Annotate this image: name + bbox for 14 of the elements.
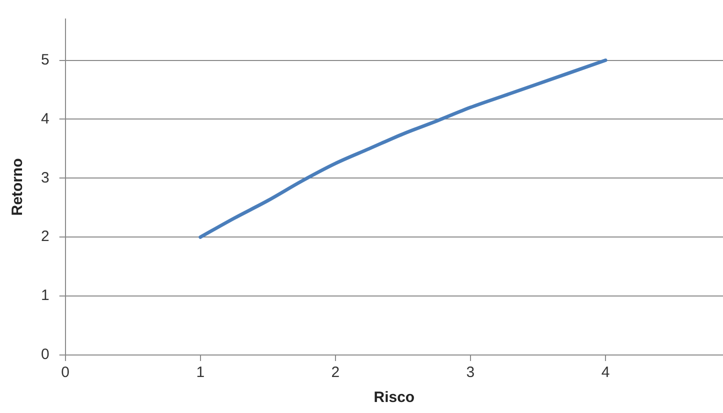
line-series: [198, 58, 608, 239]
x-tick-label: 2: [331, 364, 340, 382]
y-tick-label: 0: [41, 346, 50, 364]
y-axis-title: Retorno: [9, 158, 26, 216]
y-tick-label: 2: [41, 228, 50, 246]
x-tick-label: 3: [466, 364, 475, 382]
y-tick-label: 5: [41, 51, 50, 68]
x-tick-label: 1: [196, 364, 205, 382]
y-tick-label: 1: [41, 287, 50, 304]
x-tick-label: 0: [61, 364, 70, 382]
y-tick-label: 4: [41, 110, 50, 128]
y-tick-label: 3: [41, 169, 50, 186]
x-axis-title: Risco: [374, 389, 415, 406]
x-tick-label: 4: [601, 364, 610, 382]
